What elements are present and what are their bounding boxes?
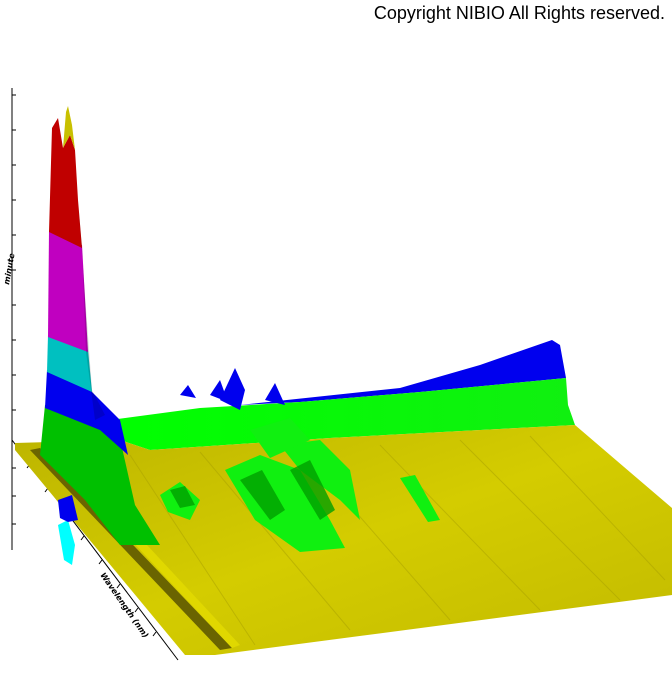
surface-band-green-back [110,378,575,450]
peak-dip-cyan [58,520,75,565]
peak-band-darkgreen [40,405,160,545]
peak-dip-blue [58,495,78,522]
green-island-ridges [170,460,335,520]
main-peak [40,106,160,565]
peak-tip-yellow [63,106,75,150]
copyright-notice: Copyright NIBIO All Rights reserved. [373,3,665,23]
peak-band-red [49,118,82,248]
z-axis-label: minute [2,252,16,285]
peak-band-blue [45,370,128,455]
surface-band-blue-back [240,340,566,405]
peak-band-magenta [48,230,88,352]
mid-blue-peaks [180,368,285,410]
floor-streaks [129,435,666,646]
surface [15,106,672,655]
z-axis-ticks [12,94,16,525]
floor-trench [30,448,232,650]
